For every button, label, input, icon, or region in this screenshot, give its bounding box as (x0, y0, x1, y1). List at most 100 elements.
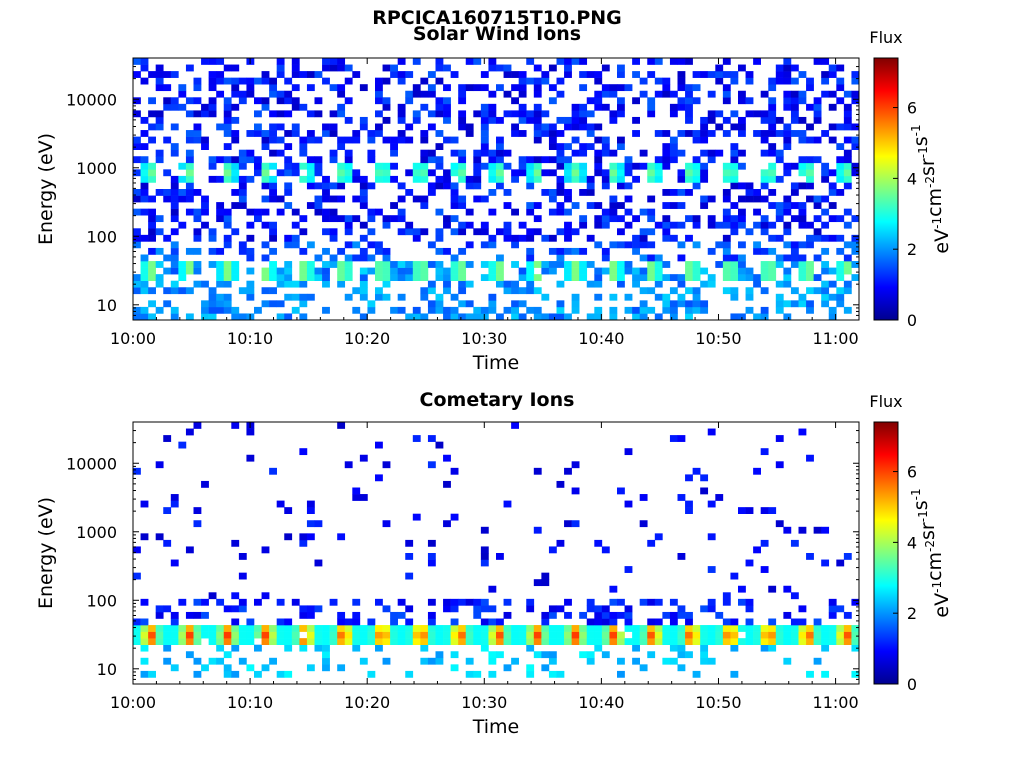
heatmap-cell (443, 221, 451, 229)
heatmap-cell (836, 77, 845, 85)
heatmap-cell (760, 287, 769, 295)
heatmap-cell (140, 58, 149, 65)
heatmap-cell (427, 287, 436, 295)
heatmap-cell (133, 625, 141, 632)
heatmap-cell (427, 261, 436, 268)
heatmap-cell (745, 625, 754, 632)
heatmap-cell (828, 64, 837, 72)
heatmap-cell (722, 631, 731, 639)
heatmap-cell (745, 77, 754, 85)
heatmap-cell (148, 221, 156, 229)
heatmap-cell (594, 90, 603, 98)
heatmap-cell (692, 136, 701, 144)
heatmap-cell (828, 90, 837, 98)
heatmap-cell (201, 58, 209, 65)
heatmap-cell (783, 526, 792, 534)
heatmap-cell (465, 625, 474, 632)
heatmap-cell (783, 221, 792, 229)
heatmap-cell (314, 169, 323, 177)
heatmap-cell (851, 644, 860, 652)
heatmap-cell (337, 64, 346, 72)
heatmap-cell (685, 306, 693, 314)
heatmap-cell (798, 116, 807, 124)
heatmap-cell (609, 162, 618, 170)
heatmap-cell (284, 156, 293, 164)
heatmap-cell (443, 84, 451, 92)
heatmap-cell (798, 97, 807, 105)
heatmap-cell (306, 202, 315, 209)
heatmap-cell (352, 618, 361, 626)
heatmap-cell (783, 228, 792, 236)
heatmap-cell (556, 228, 565, 236)
heatmap-cell (768, 149, 777, 157)
heatmap-cell (291, 64, 300, 72)
heatmap-cell (412, 313, 421, 321)
heatmap-cell (722, 97, 731, 105)
heatmap-cell (450, 254, 459, 262)
heatmap-cell (548, 130, 557, 137)
heatmap-cell (654, 58, 663, 65)
unit-exponent: -1 (909, 488, 923, 500)
heatmap-cell (745, 110, 754, 118)
heatmap-cell (692, 467, 701, 475)
heatmap-cell (806, 631, 814, 639)
heatmap-cell (783, 130, 792, 137)
heatmap-cell (715, 611, 724, 619)
heatmap-cell (276, 670, 285, 678)
heatmap-cell (246, 625, 255, 632)
heatmap-cell (775, 625, 784, 632)
heatmap-cell (783, 280, 792, 288)
heatmap-cell (503, 611, 512, 619)
heatmap-cell (238, 149, 247, 157)
heatmap-cell (677, 651, 686, 659)
heatmap-cell (533, 156, 542, 164)
heatmap-cell (753, 625, 761, 632)
heatmap-cell (579, 247, 588, 255)
panel-title: Solar Wind Ions (413, 23, 581, 45)
heatmap-cell (443, 280, 451, 288)
heatmap-cell (427, 300, 436, 308)
heatmap-cell (662, 130, 671, 137)
heatmap-cell (344, 64, 353, 72)
heatmap-cell (382, 136, 391, 144)
heatmap-cell (246, 293, 255, 301)
heatmap-cell (700, 638, 709, 645)
heatmap-cell (722, 195, 731, 203)
heatmap-cell (193, 422, 202, 429)
heatmap-cell (306, 162, 315, 170)
heatmap-cell (798, 136, 807, 144)
heatmap-cell (707, 625, 716, 632)
heatmap-cell (609, 618, 618, 626)
heatmap-cell (322, 123, 330, 131)
heatmap-cell (314, 625, 323, 632)
heatmap-cell (548, 267, 557, 275)
heatmap-cell (261, 195, 270, 203)
heatmap-cell (382, 461, 391, 469)
heatmap-cell (284, 274, 293, 281)
heatmap-cell (367, 182, 376, 190)
heatmap-cell (140, 657, 149, 665)
heatmap-cell (518, 274, 527, 281)
heatmap-cell (533, 110, 542, 118)
heatmap-cell (140, 130, 149, 137)
heatmap-cell (178, 274, 187, 281)
heatmap-cell (843, 631, 852, 639)
heatmap-cell (518, 71, 527, 78)
heatmap-cell (564, 189, 572, 196)
heatmap-cell (685, 215, 693, 223)
heatmap-cell (760, 221, 769, 229)
heatmap-cell (738, 195, 746, 203)
heatmap-cell (730, 202, 739, 209)
heatmap-cell (738, 507, 746, 514)
heatmap-cell (170, 175, 179, 183)
heatmap-cell (707, 195, 716, 203)
heatmap-cell (548, 670, 557, 678)
heatmap-cell (140, 77, 149, 85)
heatmap-cell (344, 175, 353, 183)
heatmap-cell (299, 162, 308, 170)
heatmap-cell (851, 90, 860, 98)
heatmap-cell (427, 280, 436, 288)
heatmap-cell (700, 169, 709, 177)
heatmap-cell (836, 300, 845, 308)
heatmap-cell (639, 306, 648, 314)
